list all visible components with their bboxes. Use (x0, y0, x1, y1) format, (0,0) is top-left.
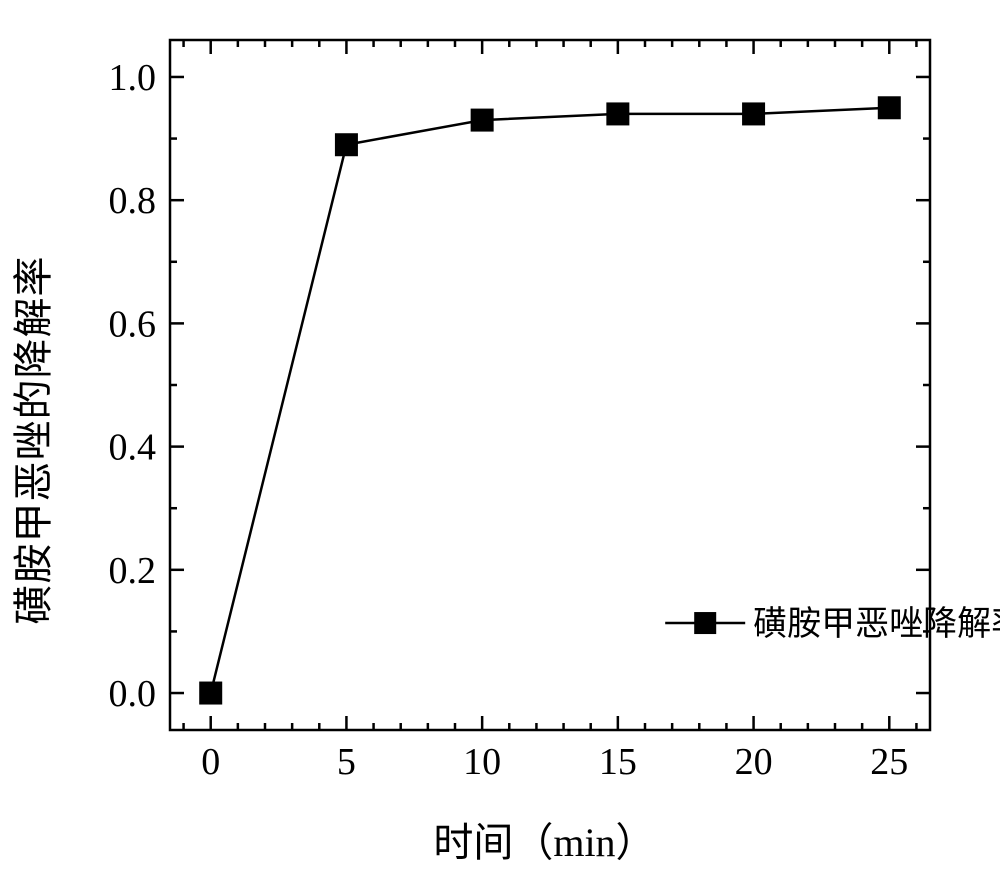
series-marker (743, 103, 765, 125)
series-marker (335, 134, 357, 156)
x-tick-label: 20 (735, 741, 773, 783)
legend: 磺胺甲恶唑降解率 (665, 605, 1000, 643)
chart-svg: 0 5 10 15 20 25 0.0 0.2 0.4 0.6 0.8 1.0 磺胺甲恶唑降解率 (0, 0, 1000, 880)
y-axis-label: 磺胺甲恶唑的降解率 (1, 256, 59, 625)
series-marker (607, 103, 629, 125)
y-tick-label: 1.0 (109, 57, 157, 99)
y-tick-label: 0.6 (109, 303, 157, 345)
legend-label: 磺胺甲恶唑降解率 (753, 605, 1000, 643)
x-tick-label: 5 (337, 741, 356, 783)
x-tick-label: 0 (201, 741, 220, 783)
y-tick-label: 0.0 (109, 673, 157, 715)
y-tick-label: 0.8 (109, 180, 157, 222)
x-axis-label: 时间（min） (433, 810, 655, 868)
x-tick-label: 10 (463, 741, 501, 783)
chart-canvas: 磺胺甲恶唑的降解率 时间（min） 0 5 10 15 20 25 0.0 0.2 0.4 0.6… (0, 0, 1000, 880)
series-marker (878, 97, 900, 119)
y-tick-label: 0.2 (109, 550, 157, 592)
x-tick-label: 15 (599, 741, 637, 783)
series-marker (471, 109, 493, 131)
x-tick-label: 25 (870, 741, 908, 783)
legend-marker (694, 612, 716, 634)
y-tick-label: 0.4 (109, 427, 157, 469)
series-marker (200, 682, 222, 704)
